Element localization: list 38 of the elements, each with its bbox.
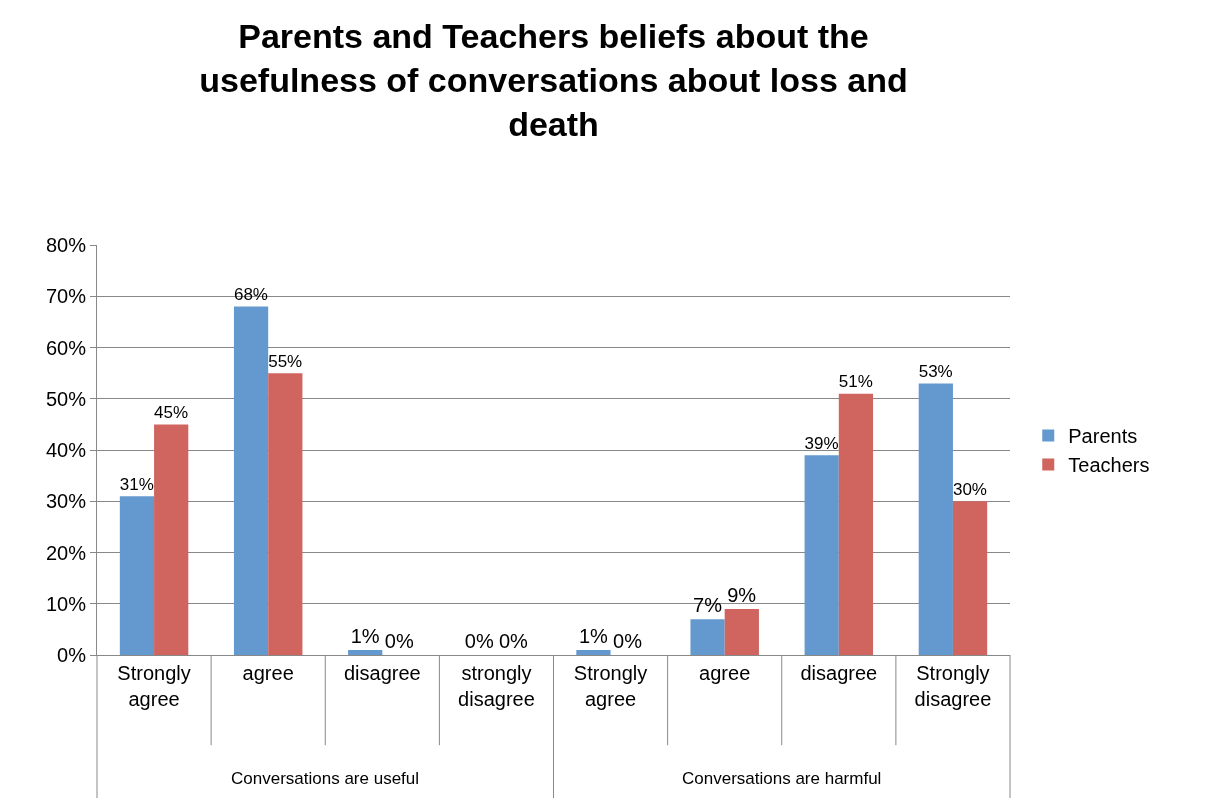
- x-tick-label: strongly disagree: [458, 662, 535, 710]
- x-tick-label: disagree: [343, 662, 421, 684]
- data-label: 68%: [233, 285, 268, 305]
- y-tick-label: 50%: [45, 387, 87, 410]
- x-tick-label: agree: [699, 662, 751, 684]
- y-tick-label: 20%: [45, 541, 87, 564]
- y-tick-label: 40%: [45, 439, 87, 461]
- y-tick-label: 80%: [45, 234, 87, 256]
- y-tick-label: 60%: [45, 336, 87, 359]
- x-tick-label: Strongly agree: [573, 662, 648, 710]
- data-label: 1%: [578, 624, 609, 647]
- data-label: 30%: [952, 479, 987, 499]
- data-label: 0%: [498, 630, 529, 652]
- text: Conversations are harmful: [682, 769, 882, 788]
- data-label: 0%: [384, 630, 414, 652]
- data-label: 0%: [464, 630, 494, 652]
- x-tick-label: agree: [242, 662, 294, 684]
- data-label: 1%: [350, 624, 380, 647]
- legend-label: Teachers: [1068, 454, 1150, 477]
- data-label: 53%: [918, 361, 953, 381]
- x-tick-label: Strongly agree: [117, 662, 191, 710]
- y-tick-label: 10%: [45, 592, 87, 615]
- data-label: 45%: [154, 402, 189, 422]
- legend-label: Parents: [1068, 425, 1138, 448]
- chart-title: Parents and Teachers beliefs about the usefulness of conversations about loss and death: [199, 16, 908, 144]
- data-label: 51%: [838, 372, 873, 392]
- y-tick-label: 70%: [45, 285, 87, 308]
- y-tick-label: 0%: [57, 644, 87, 666]
- text: Conversations are useful: [231, 769, 420, 788]
- data-label: 39%: [804, 433, 839, 453]
- data-label: 55%: [268, 351, 303, 371]
- data-label: 7%: [693, 594, 723, 617]
- data-label: 31%: [119, 474, 154, 494]
- data-label: 0%: [613, 630, 643, 652]
- y-tick-label: 30%: [45, 490, 87, 513]
- data-label: 9%: [727, 583, 757, 606]
- x-tick-label: disagree: [800, 662, 878, 684]
- x-tick-label: Strongly disagree: [914, 662, 992, 710]
